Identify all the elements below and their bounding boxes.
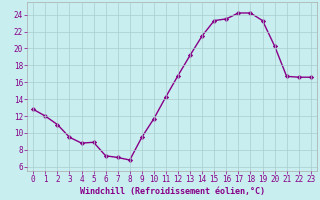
X-axis label: Windchill (Refroidissement éolien,°C): Windchill (Refroidissement éolien,°C) xyxy=(79,187,265,196)
